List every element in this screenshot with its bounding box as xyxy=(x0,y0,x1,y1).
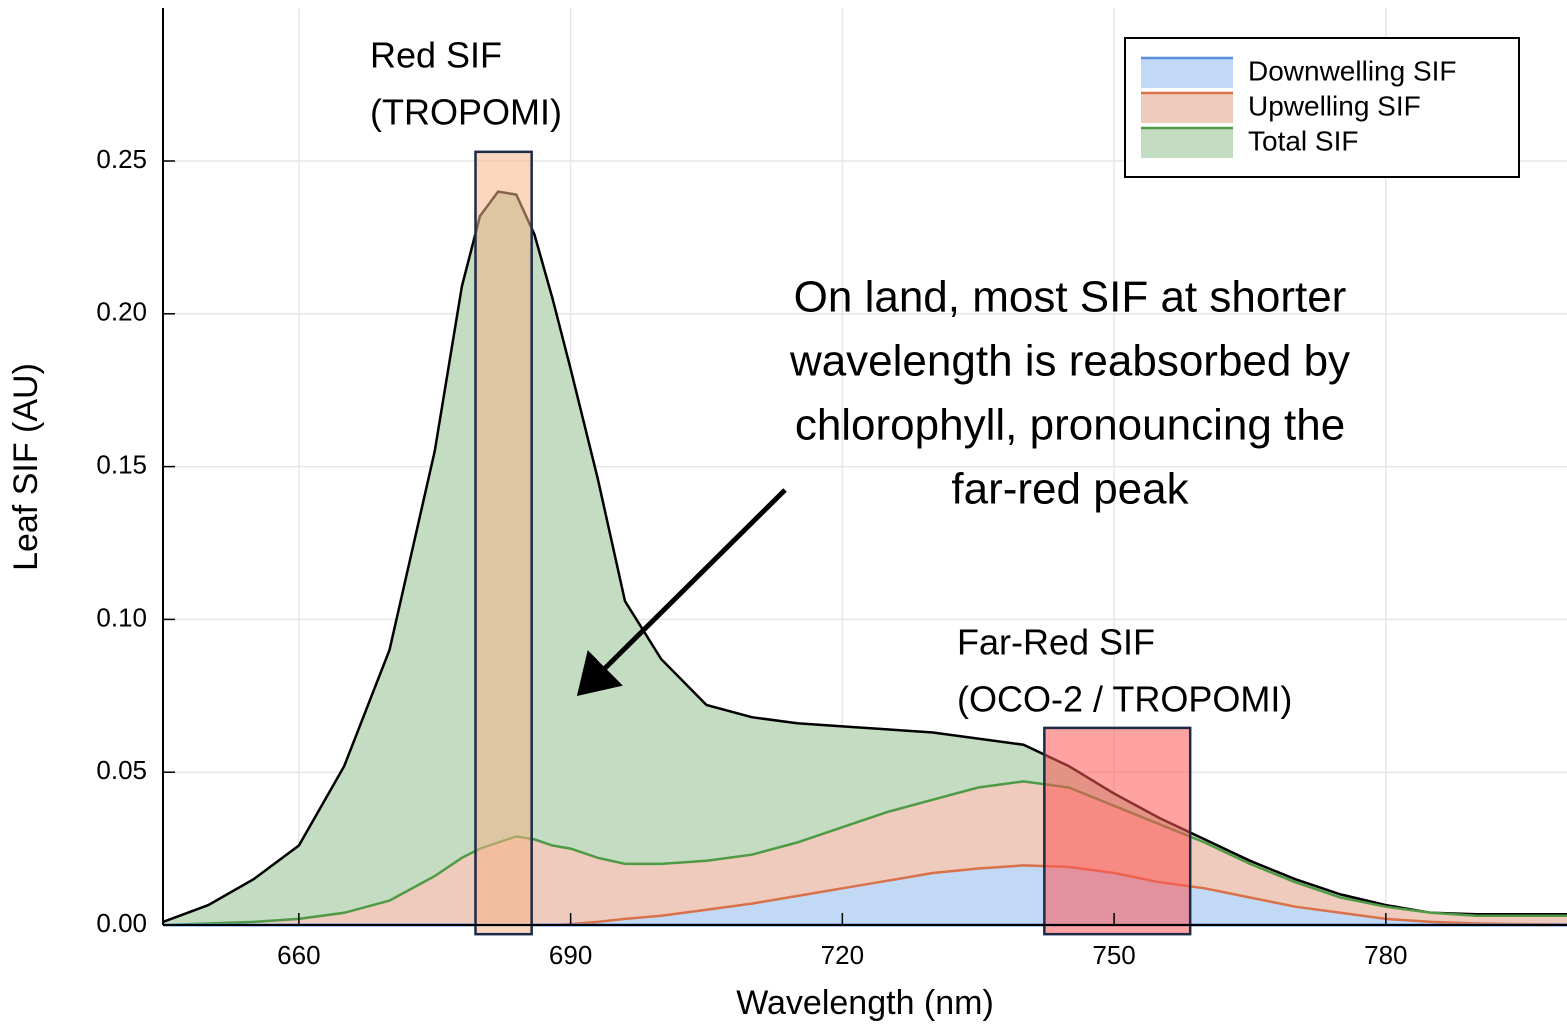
legend: Downwelling SIF Upwelling SIF Total SIF xyxy=(1124,37,1520,178)
annotation-line: On land, most SIF at shorter xyxy=(794,273,1347,322)
legend-swatch xyxy=(1141,58,1233,88)
highlight-box xyxy=(1043,726,1192,936)
highlight-label: Red SIF xyxy=(370,35,502,76)
annotation-line: wavelength is reabsorbed by xyxy=(789,337,1350,386)
x-tick-label: 660 xyxy=(277,940,320,970)
legend-label: Upwelling SIF xyxy=(1248,90,1421,121)
x-axis-label: Wavelength (nm) xyxy=(736,984,994,1022)
x-tick-label: 690 xyxy=(549,940,592,970)
annotation-line: chlorophyll, pronouncing the xyxy=(795,401,1345,450)
legend-swatch xyxy=(1141,93,1233,123)
legend-label: Downwelling SIF xyxy=(1248,55,1457,86)
y-tick-label: 0.25 xyxy=(96,144,147,174)
y-tick-label: 0.00 xyxy=(96,908,147,938)
legend-swatch xyxy=(1141,128,1233,158)
y-axis-label: Leaf SIF (AU) xyxy=(7,363,45,571)
area-edge xyxy=(162,780,1567,927)
highlight-label: (OCO-2 / TROPOMI) xyxy=(957,679,1292,720)
axes: 0.00 0.05 0.10 0.15 0.20 0.25 660 690 720 750 780 xyxy=(96,8,1567,970)
x-tick-label: 780 xyxy=(1364,940,1407,970)
y-tick-label: 0.05 xyxy=(96,755,147,785)
highlight-label: Far-Red SIF xyxy=(957,622,1155,663)
y-tick-label: 0.15 xyxy=(96,449,147,479)
y-tick-label: 0.10 xyxy=(96,602,147,632)
highlight-box xyxy=(474,150,533,936)
legend-label: Total SIF xyxy=(1248,125,1358,156)
x-tick-label: 720 xyxy=(821,940,864,970)
arrow xyxy=(576,488,787,697)
y-tick-label: 0.20 xyxy=(96,297,147,327)
area xyxy=(163,865,1567,925)
x-tick-label: 750 xyxy=(1092,940,1135,970)
annotation: On land, most SIF at shorter wavelength i… xyxy=(789,273,1350,514)
highlight-label: (TROPOMI) xyxy=(370,92,562,133)
area-edge xyxy=(162,190,1567,924)
highlights: Red SIF (TROPOMI) Far-Red SIF (OCO-2 / TROP… xyxy=(370,35,1292,936)
annotation-line: far-red peak xyxy=(951,465,1189,514)
